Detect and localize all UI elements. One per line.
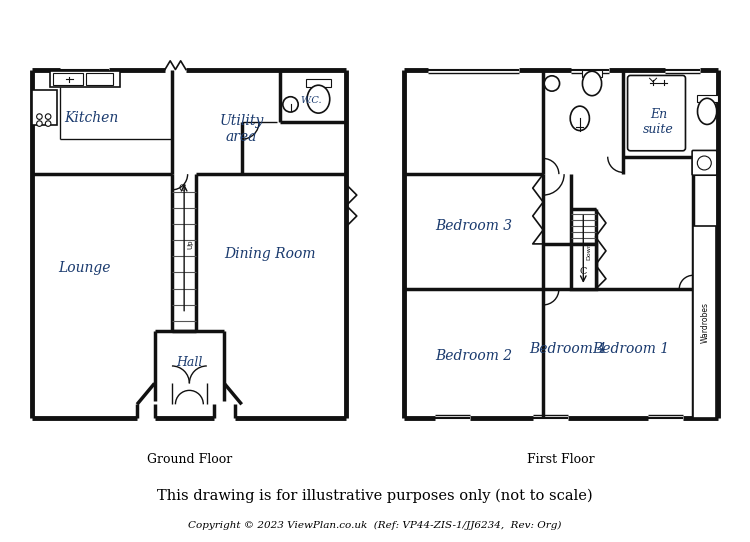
FancyBboxPatch shape bbox=[628, 75, 686, 151]
Text: Ground Floor: Ground Floor bbox=[147, 453, 232, 466]
Bar bbox=[32, 91, 57, 125]
Text: Up: Up bbox=[187, 239, 193, 249]
Bar bbox=[571, 244, 596, 289]
Ellipse shape bbox=[307, 85, 330, 113]
Text: Lounge: Lounge bbox=[58, 261, 111, 275]
Text: Bedroom 4: Bedroom 4 bbox=[529, 341, 606, 356]
Text: Dining Room: Dining Room bbox=[224, 247, 315, 261]
Circle shape bbox=[37, 114, 42, 119]
Text: C: C bbox=[580, 267, 587, 276]
Text: Bedroom 3: Bedroom 3 bbox=[435, 220, 512, 234]
Bar bbox=[693, 227, 715, 418]
Ellipse shape bbox=[570, 106, 590, 131]
Circle shape bbox=[37, 121, 42, 126]
Text: This drawing is for illustrative purposes only (not to scale): This drawing is for illustrative purpose… bbox=[158, 489, 592, 503]
Bar bbox=[306, 79, 331, 87]
Bar bbox=[50, 71, 120, 87]
Text: C: C bbox=[178, 184, 185, 192]
Text: W.C.: W.C. bbox=[301, 96, 322, 105]
Circle shape bbox=[698, 156, 711, 170]
Text: First Floor: First Floor bbox=[526, 453, 595, 466]
Text: Copyright © 2023 ViewPlan.co.uk  (Ref: VP44-ZIS-1/JJ6234,  Rev: Org): Copyright © 2023 ViewPlan.co.uk (Ref: VP… bbox=[188, 521, 562, 530]
Bar bbox=[53, 73, 83, 85]
Circle shape bbox=[283, 96, 298, 112]
Bar bbox=[697, 95, 718, 101]
Ellipse shape bbox=[698, 98, 717, 125]
Text: Bedroom 1: Bedroom 1 bbox=[592, 341, 669, 356]
Ellipse shape bbox=[583, 71, 602, 96]
Text: Utility
area: Utility area bbox=[220, 114, 264, 144]
Circle shape bbox=[544, 76, 560, 91]
Circle shape bbox=[45, 114, 51, 119]
Text: Hall: Hall bbox=[176, 356, 203, 369]
Circle shape bbox=[45, 121, 51, 126]
Text: En
suite: En suite bbox=[643, 108, 674, 136]
Text: Down: Down bbox=[586, 242, 591, 260]
Bar bbox=[86, 73, 112, 85]
Text: Bedroom 2: Bedroom 2 bbox=[435, 349, 512, 363]
FancyBboxPatch shape bbox=[692, 151, 717, 175]
Bar bbox=[581, 70, 602, 76]
Text: Kitchen: Kitchen bbox=[64, 111, 118, 125]
Text: Wardrobes: Wardrobes bbox=[700, 302, 709, 343]
